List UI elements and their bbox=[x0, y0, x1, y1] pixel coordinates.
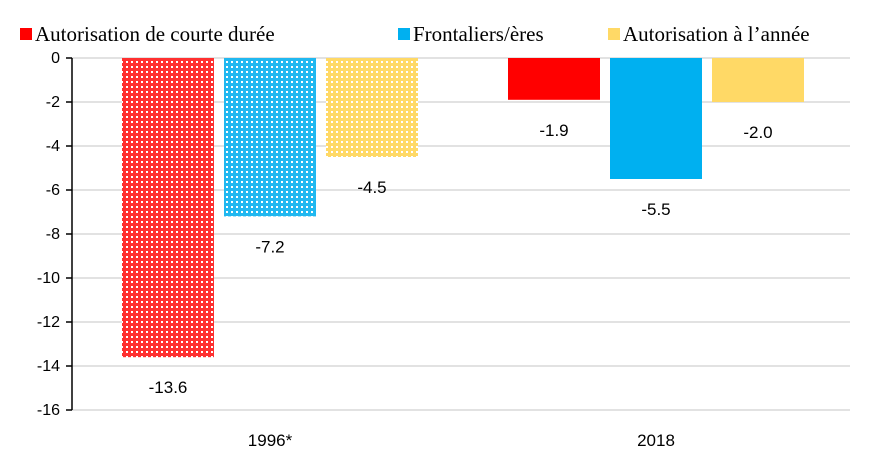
y-tick-label: -16 bbox=[37, 402, 60, 419]
legend-label: Autorisation à l’année bbox=[623, 22, 810, 46]
data-label: -4.5 bbox=[357, 178, 386, 197]
bar bbox=[508, 58, 600, 100]
legend-label: Autorisation de courte durée bbox=[35, 22, 275, 46]
legend-swatch bbox=[20, 28, 32, 40]
legend: Autorisation de courte durée Frontaliers/… bbox=[20, 22, 810, 46]
y-tick-label: -6 bbox=[46, 182, 60, 199]
y-tick-label: -8 bbox=[46, 226, 60, 243]
bars bbox=[122, 58, 804, 358]
legend-label: Frontaliers/ères bbox=[413, 22, 544, 46]
bar bbox=[610, 58, 702, 179]
x-category-label: 2018 bbox=[637, 431, 675, 450]
data-label: -2.0 bbox=[743, 123, 772, 142]
data-label: -5.5 bbox=[641, 200, 670, 219]
y-tick-label: -2 bbox=[46, 94, 60, 111]
y-tick-label: -14 bbox=[37, 358, 60, 375]
data-label: -13.6 bbox=[149, 378, 188, 397]
y-tick-label: -4 bbox=[46, 138, 60, 155]
y-axis: 0 -2 -4 -6 -8 -10 -12 -14 -16 bbox=[37, 50, 73, 419]
bar bbox=[122, 58, 214, 358]
data-label: -7.2 bbox=[255, 237, 284, 256]
bar bbox=[326, 58, 418, 157]
legend-swatch bbox=[398, 28, 410, 40]
y-tick-label: -10 bbox=[37, 270, 60, 287]
x-category-label: 1996* bbox=[248, 431, 293, 450]
data-labels: -13.6 -7.2 -4.5 -1.9 -5.5 -2.0 bbox=[149, 121, 773, 397]
bar bbox=[712, 58, 804, 102]
y-tick-label: 0 bbox=[51, 50, 60, 67]
legend-swatch bbox=[608, 28, 620, 40]
bar bbox=[224, 58, 316, 217]
data-label: -1.9 bbox=[539, 121, 568, 140]
category-labels: 1996* 2018 bbox=[248, 431, 675, 450]
y-tick-label: -12 bbox=[37, 314, 60, 331]
